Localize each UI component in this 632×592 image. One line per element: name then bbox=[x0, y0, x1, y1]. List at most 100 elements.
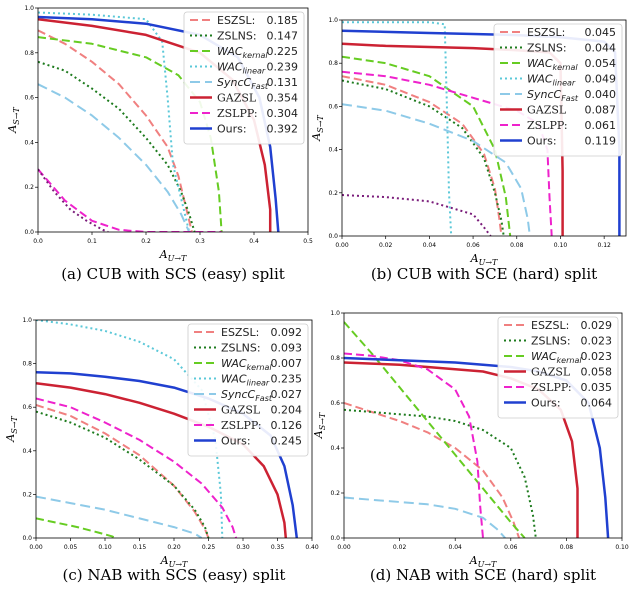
legend-label: ZSLPP: bbox=[221, 419, 262, 432]
legend-score: 0.245 bbox=[271, 435, 303, 448]
legend-score: 0.054 bbox=[585, 57, 617, 70]
series-line-eszsl bbox=[38, 29, 193, 232]
legend-label: ZSLNS: bbox=[221, 342, 261, 355]
legend-score: 0.093 bbox=[271, 342, 303, 355]
series-group bbox=[344, 321, 610, 538]
legend-score: 0.064 bbox=[581, 397, 613, 410]
x-tick-label: 0.2 bbox=[141, 238, 151, 245]
series-line-syncc-fast bbox=[36, 495, 203, 538]
legend-label: WAClinear bbox=[221, 373, 270, 388]
x-tick-label: 0.40 bbox=[305, 544, 319, 551]
x-axis-label: AU→T bbox=[470, 252, 498, 267]
x-tick-label: 0.20 bbox=[167, 544, 181, 551]
y-tick-label: 0.0 bbox=[22, 535, 32, 542]
x-tick-label: 0.12 bbox=[597, 242, 611, 249]
y-tick-label: 0.0 bbox=[330, 535, 340, 542]
series-line-wac-kernal bbox=[38, 36, 223, 232]
y-tick-label: 0.6 bbox=[22, 404, 32, 411]
series-line-zslpp bbox=[342, 70, 553, 236]
series-line-zslpp bbox=[36, 397, 238, 538]
x-tick-label: 0.08 bbox=[560, 544, 574, 551]
x-tick-label: 0.00 bbox=[337, 544, 351, 551]
y-axis-label: AS→T bbox=[312, 412, 327, 439]
legend-label: ZSLNS: bbox=[217, 30, 257, 43]
x-axis-label: AU→T bbox=[160, 554, 188, 569]
series-line-syncc-fast bbox=[344, 496, 506, 538]
series-line-wac-linear bbox=[38, 11, 191, 232]
legend-label: WAClinear bbox=[217, 61, 266, 76]
legend-label: SyncCFast bbox=[221, 388, 273, 403]
y-tick-label: 0.6 bbox=[24, 95, 34, 102]
legend-score: 0.045 bbox=[585, 26, 617, 39]
legend-score: 0.204 bbox=[271, 404, 303, 417]
legend-score: 0.225 bbox=[267, 45, 299, 58]
y-tick-label: 0.2 bbox=[328, 190, 338, 197]
legend-label: ESZSL: bbox=[217, 14, 255, 27]
legend-score: 0.023 bbox=[581, 335, 613, 348]
plot-frame bbox=[343, 312, 623, 539]
y-tick-label: 1.0 bbox=[328, 17, 338, 24]
y-tick-label: 1.0 bbox=[22, 317, 32, 324]
legend-score: 0.044 bbox=[585, 42, 617, 55]
legend-score: 0.092 bbox=[271, 326, 303, 339]
y-tick-label: 0.2 bbox=[330, 490, 340, 497]
legend-score: 0.040 bbox=[585, 88, 617, 101]
legend-label: GAZSL bbox=[527, 104, 567, 117]
x-tick-label: 0.00 bbox=[335, 242, 349, 249]
x-tick-label: 0.00 bbox=[29, 544, 43, 551]
legend-label: WACkernal bbox=[221, 357, 272, 372]
legend: ESZSL: 0.185 ZSLNS: 0.147 WACkernal0.225WACl… bbox=[183, 11, 305, 145]
x-tick-label: 0.10 bbox=[554, 242, 568, 249]
legend-score: 0.131 bbox=[267, 76, 299, 89]
legend-score: 0.027 bbox=[271, 388, 303, 401]
y-tick-label: 0.4 bbox=[330, 445, 340, 452]
legend-score: 0.126 bbox=[271, 419, 303, 432]
series-line-zslpp bbox=[38, 168, 222, 232]
series-line-wac-kernal bbox=[342, 55, 512, 236]
legend-label: Ours: bbox=[221, 435, 251, 448]
x-tick-label: 0.30 bbox=[236, 544, 250, 551]
legend-label: ESZSL: bbox=[527, 26, 565, 39]
series-line-wac-kernal bbox=[36, 517, 116, 538]
x-tick-label: 0.06 bbox=[504, 544, 518, 551]
y-tick-label: 0.8 bbox=[24, 50, 34, 57]
legend-score: 0.235 bbox=[271, 373, 303, 386]
legend-box bbox=[183, 11, 305, 145]
legend-box bbox=[497, 316, 619, 419]
y-tick-label: 0.6 bbox=[330, 400, 340, 407]
series-line-zslpp bbox=[344, 352, 484, 538]
series-line-zslpp-dotted bbox=[342, 194, 492, 236]
chart-panel-c: 0.00 0.05 0.10 0.15 0.20 0.25 0.30 0.35 0.400.00… bbox=[4, 317, 319, 584]
panel-caption: (c) NAB with SCS (easy) split bbox=[63, 566, 286, 584]
legend: ESZSL: 0.092 ZSLNS: 0.093 WACkernal0.007WACl… bbox=[187, 323, 309, 457]
legend-score: 0.023 bbox=[581, 350, 613, 363]
series-line-zslns bbox=[342, 79, 505, 236]
legend-label: ZSLPP: bbox=[527, 119, 568, 132]
legend-score: 0.392 bbox=[267, 123, 299, 136]
chart-panel-b: 0.00 0.02 0.04 0.06 0.08 0.10 0.12 0.0 0.2 0.4 0.6… bbox=[310, 17, 627, 283]
y-tick-label: 0.4 bbox=[328, 147, 338, 154]
y-tick-label: 1.0 bbox=[330, 310, 340, 317]
x-tick-label: 0.15 bbox=[133, 544, 147, 551]
x-tick-label: 0.04 bbox=[449, 544, 463, 551]
legend-label: ZSLPP: bbox=[531, 381, 572, 394]
legend-score: 0.049 bbox=[585, 73, 617, 86]
x-tick-label: 0.08 bbox=[510, 242, 524, 249]
legend-label: ZSLPP: bbox=[217, 107, 258, 120]
legend-label: ESZSL: bbox=[531, 319, 569, 332]
y-axis-label: AS→T bbox=[310, 115, 325, 142]
legend-score: 0.304 bbox=[267, 107, 299, 120]
series-line-eszsl bbox=[36, 404, 210, 538]
legend-label: GAZSL bbox=[531, 366, 571, 379]
series-line-zslns bbox=[36, 410, 210, 538]
plot-frame bbox=[37, 7, 309, 233]
y-tick-label: 0.0 bbox=[24, 229, 34, 236]
x-axis-label: AU→T bbox=[469, 554, 497, 569]
legend-label: WAClinear bbox=[527, 73, 576, 88]
legend-label: SyncCFast bbox=[527, 88, 579, 103]
legend-score: 0.147 bbox=[267, 30, 299, 43]
x-tick-label: 0.4 bbox=[249, 238, 259, 245]
y-tick-label: 0.0 bbox=[328, 233, 338, 240]
legend-score: 0.087 bbox=[585, 104, 617, 117]
